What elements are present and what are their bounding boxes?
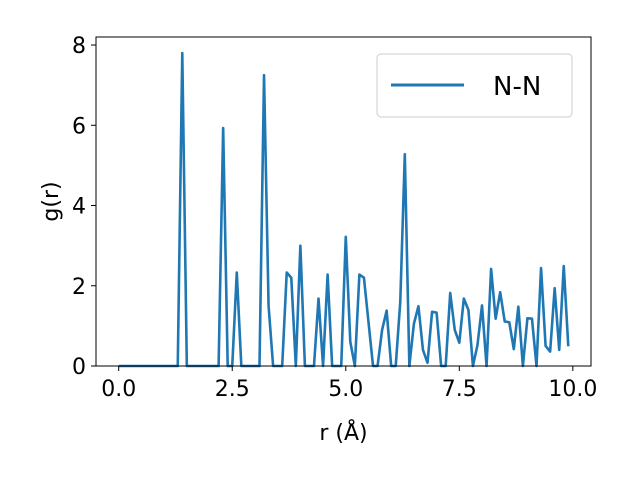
y-axis-label: g(r) [39,181,64,221]
x-tick-label: 10.0 [548,377,597,402]
y-tick-label: 6 [72,114,86,139]
legend-box [376,53,573,118]
x-axis-label: r (Å) [319,419,367,446]
y-tick-label: 2 [72,275,86,300]
y-tick-label: 0 [72,355,86,380]
y-tick-label: 4 [72,195,86,220]
legend-label: N-N [493,72,541,102]
x-tick-label: 5.0 [328,377,363,402]
y-tick-label: 8 [72,34,86,59]
x-tick-label: 7.5 [442,377,477,402]
x-tick-label: 0.0 [101,377,136,402]
x-tick-label: 2.5 [215,377,250,402]
legend: N-N [376,53,573,118]
ticks-layer: 0.0 2.5 5.0 7.5 10.0 0 2 4 6 8 [72,34,597,402]
plot-frame [95,36,592,367]
